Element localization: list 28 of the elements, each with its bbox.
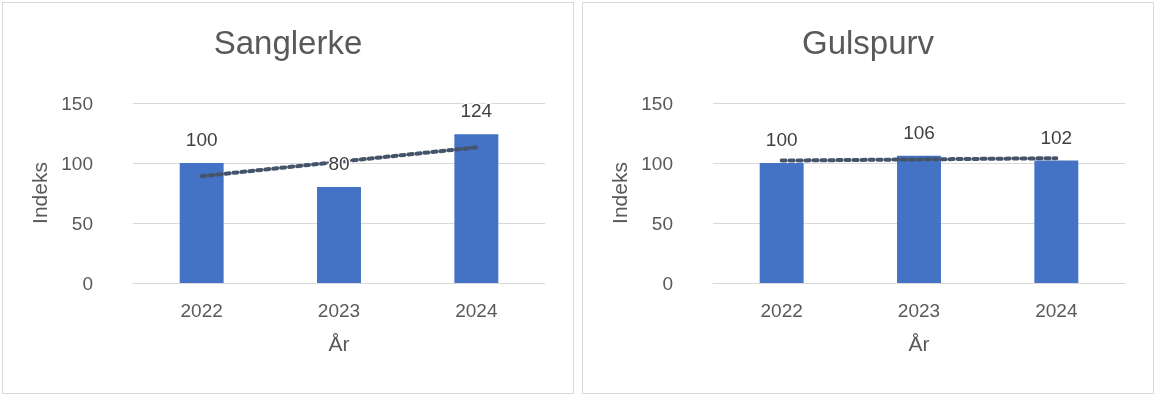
y-axis-title: Indeks (28, 162, 52, 224)
y-tick-label: 50 (71, 212, 93, 234)
y-tick-label: 100 (641, 152, 673, 174)
x-tick-label: 2022 (760, 300, 803, 321)
y-tick-label: 100 (61, 152, 93, 174)
y-tick-label: 0 (662, 272, 673, 294)
chart-title: Gulspurv (801, 24, 935, 61)
y-tick-label: 150 (641, 92, 673, 114)
y-tick-label: 50 (651, 212, 673, 234)
x-tick-label: 2023 (897, 300, 941, 321)
chart-title: Sanglerke (213, 24, 363, 61)
data-label: 100 (765, 129, 798, 150)
x-axis-title: År (328, 332, 350, 355)
y-axis-title: Indeks (608, 162, 632, 224)
bar (454, 134, 499, 283)
data-label: 124 (460, 100, 493, 122)
y-tick-label: 0 (82, 272, 93, 294)
y-tick-label: 150 (61, 92, 93, 114)
x-tick-label: 2023 (317, 300, 361, 321)
x-axis-title: År (908, 332, 930, 355)
x-tick-label: 2024 (455, 300, 498, 321)
data-label: 102 (1040, 126, 1073, 148)
x-tick-label: 2022 (180, 300, 223, 321)
bar (317, 187, 361, 283)
bar (179, 163, 224, 283)
data-label: 100 (185, 129, 218, 150)
data-label: 106 (903, 121, 935, 143)
x-tick-label: 2024 (1035, 300, 1078, 321)
